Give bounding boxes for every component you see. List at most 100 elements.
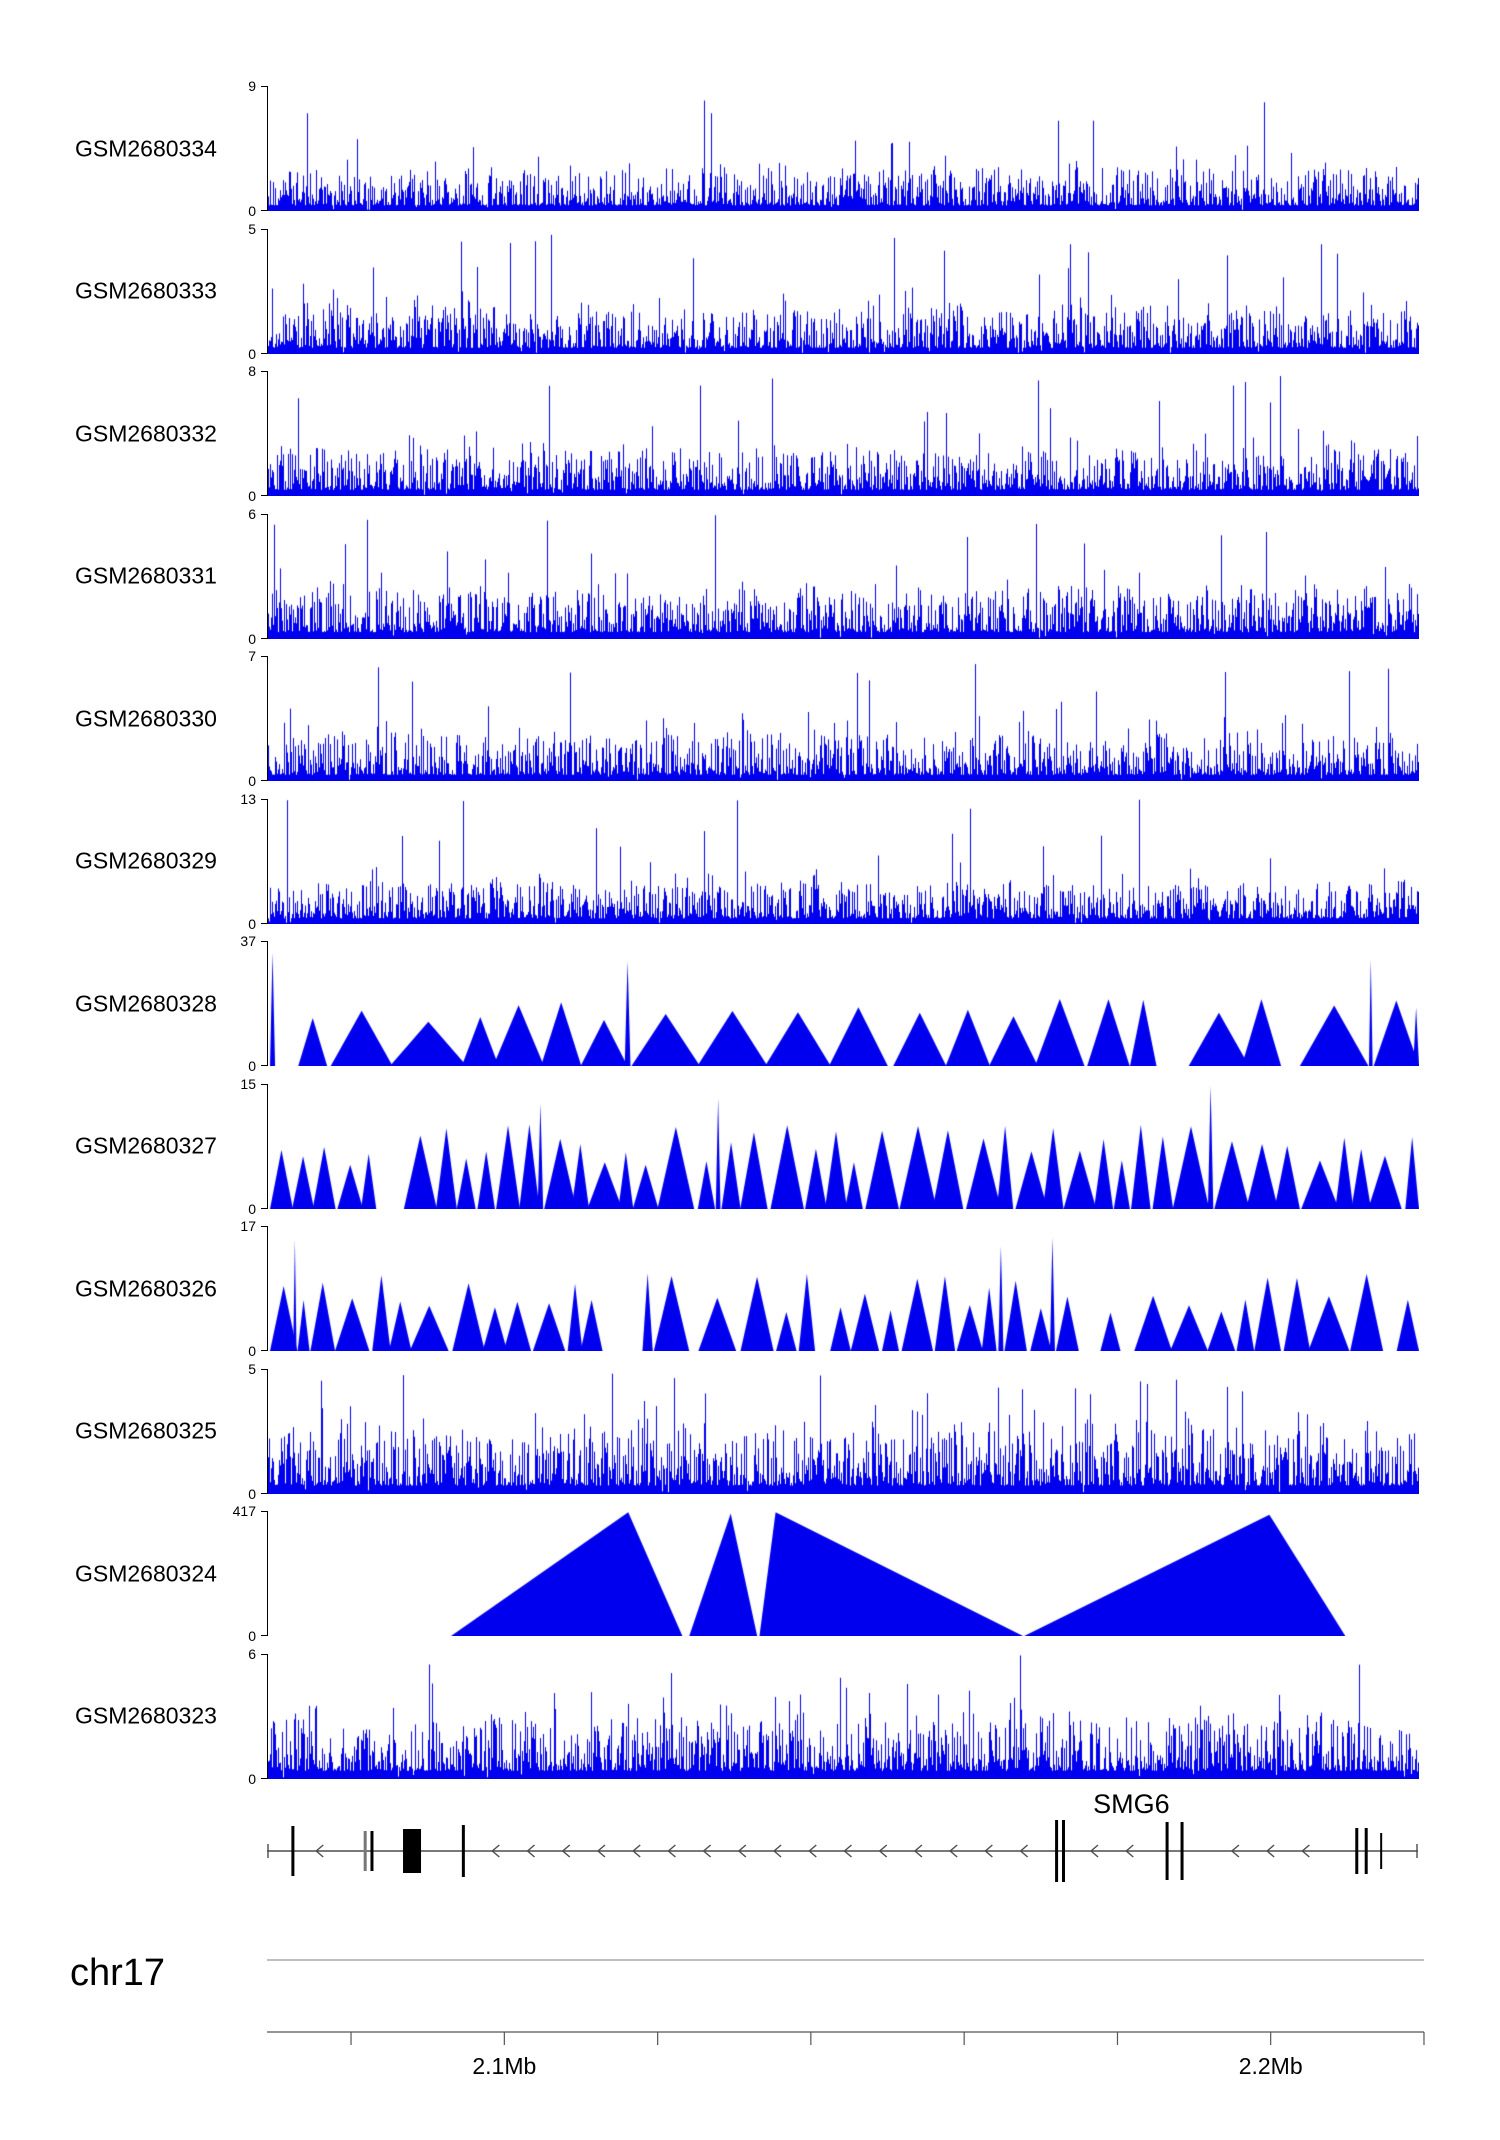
- y-axis-max-label: 6: [248, 1645, 256, 1662]
- y-axis-zero-label: 0: [248, 630, 256, 647]
- y-axis-zero-label: 0: [248, 1343, 256, 1359]
- strand-arrow-icon: [596, 1844, 606, 1858]
- exon-bar: [291, 1826, 295, 1876]
- strand-arrow-icon: [843, 1844, 852, 1858]
- y-axis-max-label: 13: [240, 790, 256, 807]
- exon-box: [403, 1829, 422, 1873]
- y-axis-top-tick: [261, 941, 268, 942]
- track-row: GSM2680334 9 0: [0, 79, 1500, 218]
- track-label: GSM2680323: [75, 1702, 217, 1729]
- coverage-signal-plot: [268, 371, 1419, 496]
- track-row: GSM2680333 5 0: [0, 222, 1500, 361]
- coverage-signal-plot: [268, 1653, 1419, 1779]
- coverage-signal-plot: [268, 1226, 1419, 1351]
- y-axis-max-label: 7: [248, 648, 256, 664]
- strand-arrow-icon: [561, 1844, 571, 1858]
- y-axis-max-label: 6: [248, 505, 256, 522]
- y-axis-top-tick: [261, 86, 268, 87]
- y-axis-top-tick: [261, 1226, 268, 1227]
- coverage-signal-plot: [268, 228, 1419, 354]
- strand-arrow-icon: [526, 1844, 535, 1858]
- y-axis-line: [267, 1653, 268, 1779]
- track-row: GSM2680327 15 0: [0, 1077, 1500, 1216]
- y-axis-zero-label: 0: [248, 1200, 256, 1217]
- strand-arrow-icon: [1089, 1844, 1099, 1858]
- track-label: GSM2680326: [75, 1275, 217, 1301]
- y-axis-top-tick: [261, 371, 268, 372]
- y-axis-zero-label: 0: [248, 345, 256, 362]
- strand-arrow-icon: [1230, 1844, 1240, 1858]
- track-label: GSM2680331: [75, 562, 217, 589]
- track-row: GSM2680324 417 0: [0, 1504, 1500, 1643]
- y-axis-line: [267, 1226, 268, 1351]
- strand-arrow-icon: [1301, 1844, 1310, 1858]
- coverage-signal-plot: [268, 1083, 1419, 1209]
- y-axis-line: [267, 1083, 268, 1209]
- y-axis-top-tick: [261, 228, 268, 230]
- y-axis-max-label: 9: [248, 78, 256, 94]
- exon-bar: [1364, 1828, 1368, 1874]
- track-row: GSM2680325 5 0: [0, 1362, 1500, 1501]
- y-axis-max-label: 8: [248, 363, 256, 379]
- y-axis-max-label: 15: [240, 1075, 256, 1092]
- y-axis-top-tick: [261, 513, 268, 515]
- exon-bar: [1355, 1828, 1359, 1874]
- y-axis-top-tick: [261, 1653, 268, 1655]
- strand-arrow-icon: [913, 1844, 923, 1858]
- coverage-signal-plot: [268, 798, 1419, 924]
- y-axis-zero-label: 0: [248, 203, 256, 219]
- coverage-signal-plot: [268, 1511, 1419, 1636]
- track-label: GSM2680332: [75, 420, 217, 446]
- strand-arrow-icon: [1266, 1844, 1275, 1858]
- y-axis-line: [267, 941, 268, 1066]
- y-axis-bottom-tick: [261, 210, 268, 211]
- y-axis-zero-label: 0: [248, 1485, 256, 1502]
- track-label: GSM2680329: [75, 847, 217, 874]
- y-axis-max-label: 17: [240, 1218, 256, 1234]
- strand-arrow-icon: [491, 1844, 500, 1858]
- exon-bar: [363, 1831, 367, 1871]
- y-axis-zero-label: 0: [248, 915, 256, 932]
- track-row: GSM2680328 37 0: [0, 934, 1500, 1073]
- exon-bar: [1055, 1820, 1059, 1882]
- exon-bar: [1180, 1822, 1184, 1880]
- track-label: GSM2680325: [75, 1417, 217, 1444]
- exon-bar: [1165, 1822, 1169, 1880]
- y-axis-max-label: 37: [240, 933, 256, 949]
- y-axis-bottom-tick: [261, 1207, 268, 1209]
- chromosome-axis: 2.1Mb 2.2Mb: [267, 1958, 1447, 2098]
- track-label: GSM2680333: [75, 277, 217, 304]
- exon-bar: [461, 1825, 465, 1877]
- strand-arrow-icon: [808, 1844, 817, 1858]
- axis-scale-label: 2.1Mb: [472, 2053, 536, 2079]
- y-axis-top-tick: [261, 1511, 268, 1512]
- y-axis-max-label: 5: [248, 220, 256, 237]
- track-row: GSM2680329 13 0: [0, 792, 1500, 931]
- y-axis-bottom-tick: [261, 1065, 268, 1066]
- exon-bar: [1380, 1833, 1383, 1869]
- y-axis-zero-label: 0: [248, 1770, 256, 1787]
- track-label: GSM2680328: [75, 990, 217, 1016]
- strand-arrow-icon: [702, 1844, 712, 1858]
- y-axis-bottom-tick: [261, 1350, 268, 1351]
- exon-bar: [370, 1831, 374, 1871]
- y-axis-bottom-tick: [261, 922, 268, 924]
- gene-name-label: SMG6: [1093, 1789, 1170, 1819]
- y-axis-bottom-tick: [261, 352, 268, 354]
- y-axis-top-tick: [261, 1368, 268, 1370]
- y-axis-line: [267, 1511, 268, 1636]
- strand-arrow-icon: [878, 1844, 888, 1858]
- y-axis-bottom-tick: [261, 637, 268, 639]
- track-label: GSM2680334: [75, 135, 217, 161]
- coverage-signal-plot: [268, 1368, 1419, 1494]
- track-label: GSM2680330: [75, 705, 217, 731]
- coordinate-ruler: 2.1Mb 2.2Mb: [267, 1959, 1425, 2079]
- y-axis-max-label: 5: [248, 1360, 256, 1377]
- axis-scale-label: 2.2Mb: [1239, 2053, 1303, 2079]
- strand-arrow-icon: [1125, 1844, 1134, 1858]
- track-row: GSM2680330 7 0: [0, 649, 1500, 788]
- strand-arrow-icon: [984, 1844, 993, 1858]
- y-axis-bottom-tick: [261, 1635, 268, 1636]
- y-axis-line: [267, 513, 268, 639]
- coverage-signal-plot: [268, 941, 1419, 1066]
